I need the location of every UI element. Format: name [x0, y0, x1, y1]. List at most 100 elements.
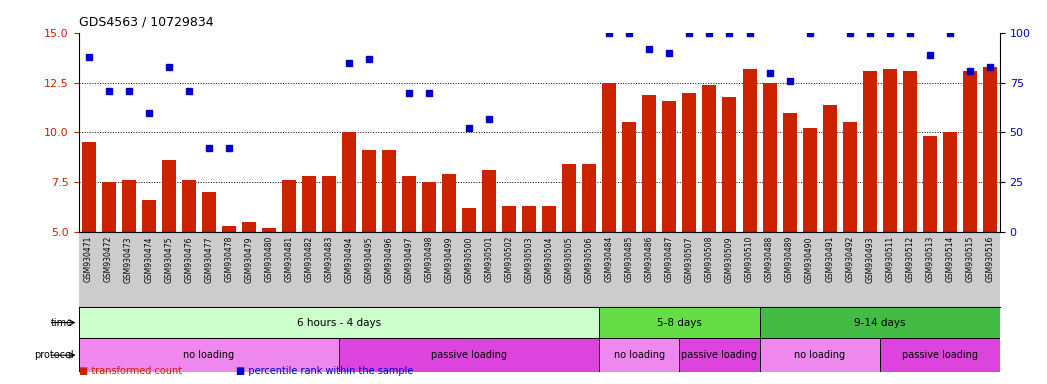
- Text: passive loading: passive loading: [682, 350, 757, 360]
- Text: GSM930513: GSM930513: [926, 236, 934, 283]
- Bar: [222, 226, 236, 232]
- Text: GSM930510: GSM930510: [745, 236, 754, 283]
- Bar: [703, 84, 716, 232]
- Bar: [582, 164, 597, 232]
- Bar: [202, 192, 216, 232]
- Bar: [883, 69, 896, 232]
- Text: GSM930501: GSM930501: [485, 236, 493, 283]
- Text: GSM930485: GSM930485: [625, 236, 633, 283]
- Bar: [121, 180, 136, 232]
- Text: GSM930503: GSM930503: [525, 236, 534, 283]
- Text: GSM930514: GSM930514: [945, 236, 954, 283]
- Bar: [339, 338, 599, 372]
- Bar: [663, 101, 676, 232]
- Text: GSM930484: GSM930484: [605, 236, 614, 283]
- Bar: [803, 129, 817, 232]
- Bar: [79, 338, 339, 372]
- Bar: [843, 122, 856, 232]
- Text: GSM930493: GSM930493: [865, 236, 874, 283]
- Bar: [599, 338, 680, 372]
- Text: GSM930482: GSM930482: [305, 236, 313, 282]
- Bar: [742, 69, 757, 232]
- Text: GSM930505: GSM930505: [564, 236, 574, 283]
- Bar: [863, 71, 876, 232]
- Text: GSM930511: GSM930511: [885, 236, 894, 282]
- Bar: [683, 93, 696, 232]
- Text: GSM930486: GSM930486: [645, 236, 654, 283]
- Text: GSM930480: GSM930480: [264, 236, 273, 283]
- Text: no loading: no loading: [794, 350, 845, 360]
- Bar: [823, 104, 837, 232]
- Text: GSM930496: GSM930496: [384, 236, 394, 283]
- Bar: [602, 83, 617, 232]
- Bar: [402, 176, 416, 232]
- Bar: [680, 338, 759, 372]
- Text: GSM930478: GSM930478: [224, 236, 233, 283]
- Bar: [762, 83, 777, 232]
- Text: no loading: no loading: [614, 350, 665, 360]
- Bar: [522, 206, 536, 232]
- Bar: [542, 206, 556, 232]
- Text: ■ transformed count: ■ transformed count: [79, 366, 181, 376]
- Bar: [321, 176, 336, 232]
- Text: GSM930487: GSM930487: [665, 236, 674, 283]
- Bar: [382, 151, 396, 232]
- Text: no loading: no loading: [183, 350, 235, 360]
- Bar: [983, 66, 997, 232]
- Bar: [759, 338, 879, 372]
- Text: time: time: [51, 318, 73, 328]
- Text: GSM930512: GSM930512: [906, 236, 914, 282]
- Text: ■ percentile rank within the sample: ■ percentile rank within the sample: [236, 366, 413, 376]
- Bar: [302, 176, 316, 232]
- Bar: [782, 113, 797, 232]
- Bar: [599, 307, 759, 338]
- Text: passive loading: passive loading: [431, 350, 507, 360]
- Bar: [622, 122, 637, 232]
- Text: GSM930499: GSM930499: [445, 236, 453, 283]
- Bar: [242, 222, 255, 232]
- Bar: [722, 96, 736, 232]
- Bar: [262, 228, 275, 232]
- Bar: [963, 71, 977, 232]
- Text: GSM930474: GSM930474: [144, 236, 153, 283]
- Text: GSM930483: GSM930483: [325, 236, 333, 283]
- Bar: [643, 94, 656, 232]
- Bar: [79, 307, 599, 338]
- Bar: [482, 170, 496, 232]
- Text: GSM930502: GSM930502: [505, 236, 514, 283]
- Bar: [759, 307, 1000, 338]
- Text: GSM930491: GSM930491: [825, 236, 834, 283]
- Bar: [182, 180, 196, 232]
- Text: GSM930504: GSM930504: [544, 236, 554, 283]
- Text: GSM930476: GSM930476: [184, 236, 194, 283]
- Text: GSM930473: GSM930473: [125, 236, 133, 283]
- Bar: [141, 200, 156, 232]
- Text: GSM930515: GSM930515: [965, 236, 975, 283]
- Text: GDS4563 / 10729834: GDS4563 / 10729834: [79, 15, 214, 28]
- Text: GSM930500: GSM930500: [465, 236, 473, 283]
- Text: GSM930495: GSM930495: [364, 236, 374, 283]
- Bar: [282, 180, 296, 232]
- Bar: [342, 132, 356, 232]
- Bar: [82, 142, 95, 232]
- Bar: [102, 182, 115, 232]
- Text: GSM930506: GSM930506: [585, 236, 594, 283]
- Text: GSM930481: GSM930481: [285, 236, 293, 282]
- Text: GSM930489: GSM930489: [785, 236, 794, 283]
- Text: 9-14 days: 9-14 days: [854, 318, 906, 328]
- Text: GSM930490: GSM930490: [805, 236, 815, 283]
- Text: GSM930492: GSM930492: [845, 236, 854, 283]
- Text: GSM930472: GSM930472: [104, 236, 113, 283]
- Text: GSM930497: GSM930497: [404, 236, 414, 283]
- Bar: [503, 206, 516, 232]
- Text: GSM930471: GSM930471: [84, 236, 93, 283]
- Bar: [942, 132, 957, 232]
- Bar: [879, 338, 1000, 372]
- Text: passive loading: passive loading: [901, 350, 978, 360]
- Text: GSM930488: GSM930488: [765, 236, 774, 282]
- Text: GSM930477: GSM930477: [204, 236, 214, 283]
- Bar: [362, 151, 376, 232]
- Bar: [462, 209, 476, 232]
- Text: GSM930494: GSM930494: [344, 236, 354, 283]
- Bar: [922, 136, 937, 232]
